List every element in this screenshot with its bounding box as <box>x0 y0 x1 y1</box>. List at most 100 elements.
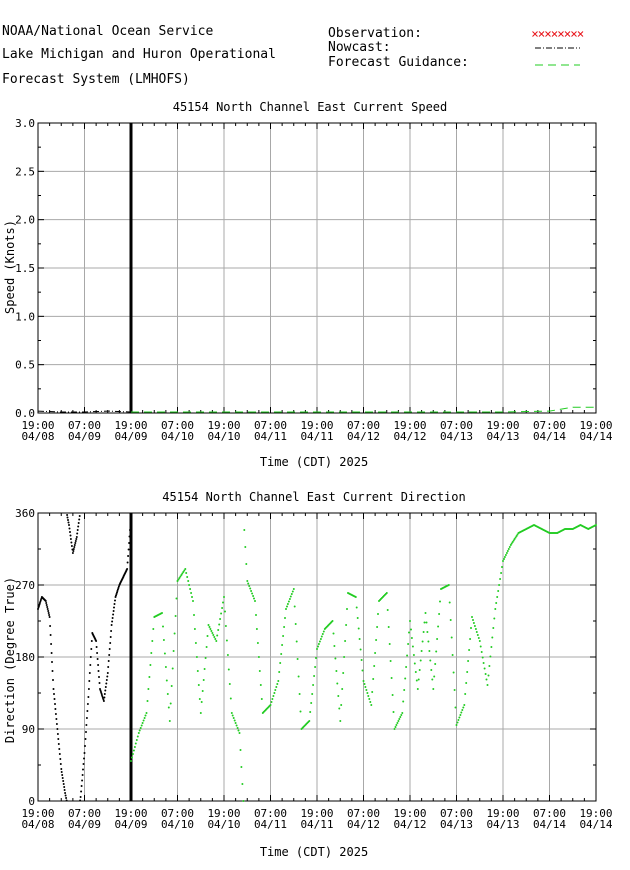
direction-point-nowcast <box>51 661 53 663</box>
header-line-2: Lake Michigan and Huron Operational <box>2 47 276 62</box>
direction-point-forecast <box>228 683 231 685</box>
speed-xtick-time: 19:00 <box>21 419 54 432</box>
direction-point-forecast <box>289 595 292 598</box>
direction-point-nowcast <box>49 634 52 636</box>
direction-point-forecast <box>346 608 348 610</box>
legend-observation-label: Observation: <box>328 26 422 41</box>
direction-point-forecast <box>420 650 423 652</box>
direction-point-forecast <box>412 654 415 656</box>
direction-point-forecast <box>319 638 322 640</box>
direction-point-forecast <box>374 652 377 654</box>
direction-point-nowcast <box>83 752 86 754</box>
speed-xtick-date: 04/12 <box>393 430 426 443</box>
direction-chart: 45154 North Channel East Current Directi… <box>3 490 613 859</box>
direction-point-forecast <box>418 669 421 671</box>
direction-point-nowcast <box>113 606 115 609</box>
direction-point-nowcast <box>130 516 132 518</box>
direction-xtick-date: 04/13 <box>486 818 519 831</box>
header-line-3: Forecast System (LMHOFS) <box>2 72 190 87</box>
direction-point-nowcast <box>78 515 81 517</box>
direction-point-forecast <box>423 621 426 624</box>
direction-point-forecast <box>399 716 402 718</box>
direction-point-forecast <box>354 596 357 598</box>
direction-point-forecast <box>207 624 210 626</box>
direction-point-forecast <box>279 662 282 664</box>
speed-xtick-date: 04/14 <box>579 430 612 443</box>
direction-point-forecast <box>387 626 390 628</box>
direction-point-forecast <box>244 546 247 548</box>
direction-point-forecast <box>315 657 317 659</box>
direction-point-forecast <box>252 595 255 597</box>
direction-point-nowcast <box>81 774 84 776</box>
direction-point-nowcast <box>58 753 61 755</box>
direction-point-forecast <box>216 634 219 637</box>
direction-point-forecast <box>503 556 506 558</box>
direction-point-forecast <box>338 707 341 710</box>
direction-point-forecast <box>248 585 251 587</box>
direction-ytick-label: 90 <box>22 723 35 736</box>
direction-point-forecast <box>464 693 467 695</box>
speed-chart: 45154 North Channel East Current Speed T… <box>3 100 613 469</box>
direction-xtick-date: 04/14 <box>579 818 612 831</box>
direction-point-forecast <box>182 571 185 573</box>
speed-series-forecast <box>131 406 596 413</box>
direction-point-forecast <box>225 639 228 642</box>
direction-point-nowcast <box>110 624 113 626</box>
direction-xtick-time: 07:00 <box>347 807 380 820</box>
speed-xtick-date: 04/14 <box>533 430 566 443</box>
direction-xtick-time: 07:00 <box>161 807 194 820</box>
direction-point-forecast <box>222 601 224 604</box>
direction-point-forecast <box>480 651 483 653</box>
direction-point-forecast <box>503 558 505 560</box>
direction-point-forecast <box>139 727 142 729</box>
direction-point-forecast <box>433 675 436 678</box>
direction-point-nowcast <box>64 794 67 797</box>
direction-point-forecast <box>454 706 457 709</box>
direction-point-forecast <box>375 639 378 641</box>
direction-point-forecast <box>369 701 372 703</box>
direction-point-forecast <box>391 694 394 696</box>
direction-point-forecast <box>181 572 184 575</box>
direction-ytick-label: 270 <box>15 579 35 592</box>
direction-xtick-date: 04/09 <box>114 818 147 831</box>
legend-observation-marker <box>571 31 577 37</box>
direction-point-forecast <box>469 638 472 640</box>
direction-point-forecast <box>258 670 261 672</box>
direction-point-forecast <box>246 580 249 582</box>
direction-point-forecast <box>376 626 379 628</box>
direction-point-forecast <box>335 670 338 672</box>
direction-point-forecast <box>404 677 407 680</box>
direction-point-forecast <box>197 684 200 686</box>
direction-point-forecast <box>410 628 412 631</box>
direction-point-forecast <box>259 684 262 686</box>
direction-point-forecast <box>366 692 369 694</box>
direction-point-nowcast <box>114 599 116 602</box>
direction-point-forecast <box>475 631 478 633</box>
direction-point-forecast <box>215 640 218 642</box>
direction-point-forecast <box>316 648 318 650</box>
direction-point-forecast <box>199 712 202 714</box>
direction-point-forecast <box>452 671 455 674</box>
direction-xtick-date: 04/10 <box>161 818 194 831</box>
direction-point-forecast <box>416 688 419 690</box>
direction-point-forecast <box>339 720 342 722</box>
direction-ytick-label: 180 <box>15 651 35 664</box>
direction-point-nowcast <box>98 676 100 678</box>
direction-point-forecast <box>318 640 321 643</box>
direction-point-nowcast <box>44 600 47 602</box>
direction-point-forecast <box>465 682 468 684</box>
direction-point-forecast <box>282 635 285 637</box>
direction-chart-title: 45154 North Channel East Current Directi… <box>162 490 465 504</box>
direction-xtick-time: 07:00 <box>440 807 473 820</box>
direction-point-nowcast <box>109 642 112 644</box>
direction-point-forecast <box>495 602 498 604</box>
direction-point-forecast <box>297 675 300 678</box>
direction-point-forecast <box>502 560 504 562</box>
direction-point-forecast <box>408 631 410 634</box>
direction-point-nowcast <box>69 538 72 540</box>
direction-point-forecast <box>357 627 360 630</box>
direction-point-forecast <box>242 800 245 802</box>
direction-point-forecast <box>459 714 462 716</box>
direction-point-forecast <box>396 722 399 724</box>
direction-point-nowcast <box>65 799 68 802</box>
